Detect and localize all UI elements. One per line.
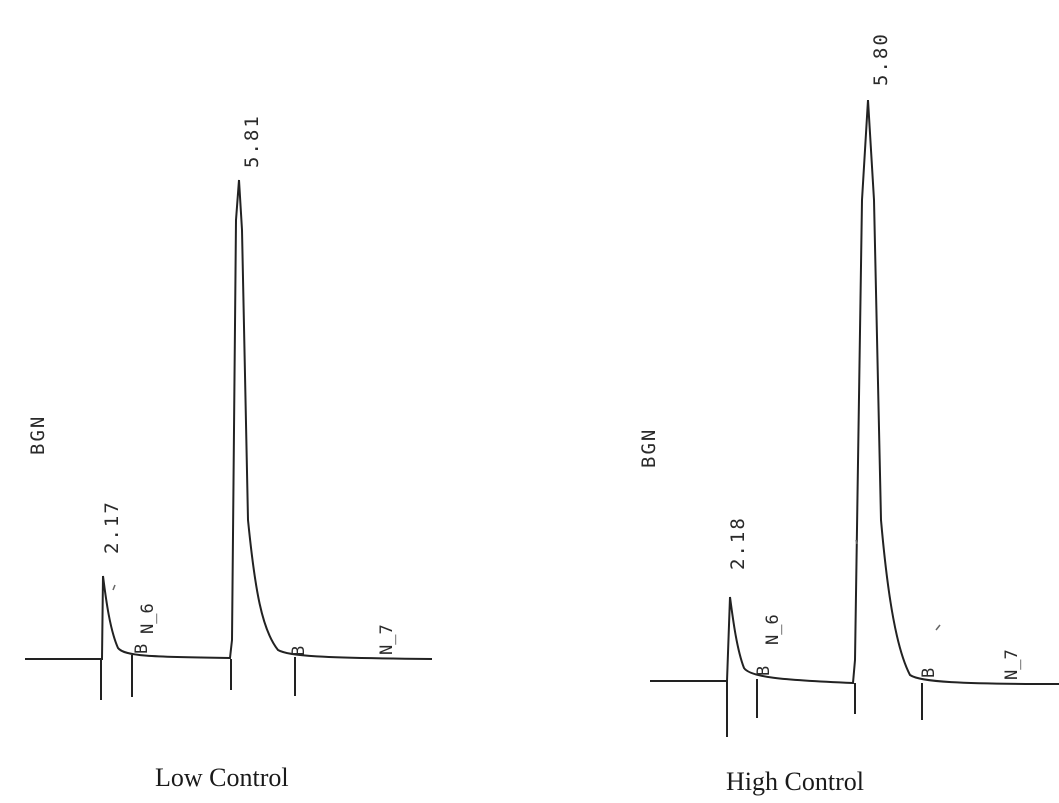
low-marker-3: B [289,646,309,656]
high-peak-label-2: 5.80 [870,32,892,86]
high-control-chart: BGN 2.18 5.80 B N_6 B N_7 High Control [638,32,1059,796]
high-marker-3: B [919,668,939,678]
low-peak-label-2: 5.81 [241,114,263,168]
low-ylabel: BGN [27,415,49,455]
scan-specks [112,539,941,631]
low-marker-1: B [132,644,152,654]
low-trace-line [25,179,433,660]
low-caption: Low Control [155,763,289,792]
high-ylabel: BGN [638,428,660,468]
high-marker-1: B [754,666,774,676]
high-marker-4: N_7 [1002,649,1022,680]
low-marker-4: N_7 [377,624,397,655]
low-control-chart: BGN 2.17 5.81 B N_6 B N_7 Low Control [25,114,433,792]
high-peak-label-1: 2.18 [727,516,749,570]
high-caption: High Control [726,767,864,796]
low-marker-2: N_6 [138,603,158,634]
high-marker-2: N_6 [763,614,783,645]
high-trace-line [650,99,1059,685]
low-peak-label-1: 2.17 [101,500,123,554]
